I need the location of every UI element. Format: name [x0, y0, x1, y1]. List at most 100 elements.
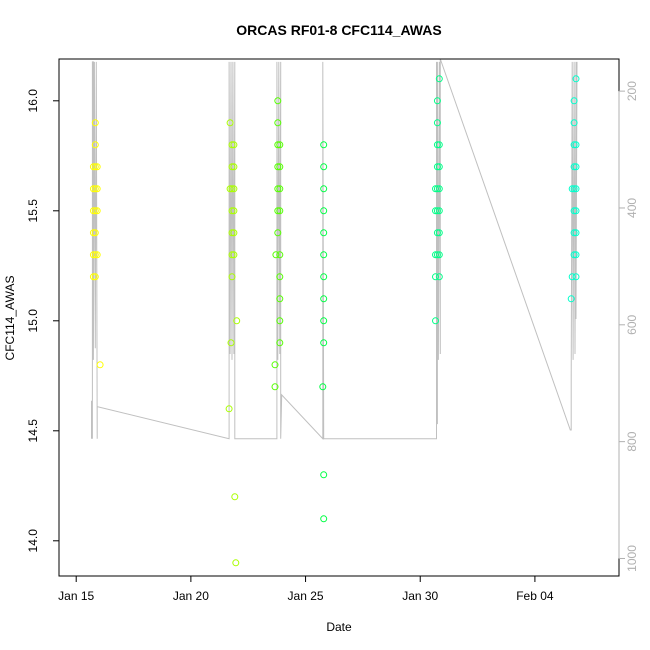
data-point — [320, 273, 328, 281]
data-point — [568, 185, 576, 193]
x-tick-label: Jan 30 — [402, 589, 438, 603]
data-point — [435, 207, 443, 215]
data-point — [276, 207, 284, 215]
flight-altitude-trace — [91, 58, 578, 440]
data-point — [230, 229, 238, 237]
data-point — [432, 207, 439, 215]
y-tick-label: 16.0 — [26, 89, 40, 113]
data-point — [572, 75, 580, 83]
y-tick-label: 15.5 — [26, 199, 40, 223]
data-point — [435, 251, 443, 259]
data-point — [276, 273, 284, 281]
data-point — [230, 251, 238, 259]
data-point — [320, 295, 328, 303]
data-point — [228, 229, 236, 237]
data-point — [274, 207, 282, 215]
data-point — [570, 163, 578, 171]
data-point — [572, 251, 580, 259]
data-point — [233, 317, 241, 325]
data-point — [274, 141, 282, 149]
data-point — [570, 229, 578, 237]
data-point — [433, 97, 441, 105]
data-point — [432, 251, 439, 259]
data-points — [89, 75, 580, 567]
data-point — [89, 163, 97, 171]
x-tick-label: Jan 15 — [58, 589, 94, 603]
data-point — [276, 141, 284, 149]
data-point — [320, 163, 328, 171]
data-point — [228, 207, 236, 215]
data-point — [228, 163, 236, 171]
data-point — [91, 207, 99, 215]
data-point — [320, 515, 328, 523]
data-point — [272, 251, 280, 259]
data-point — [274, 229, 282, 237]
data-point — [271, 361, 279, 369]
data-point — [274, 119, 282, 127]
data-point — [231, 493, 239, 501]
data-point — [570, 207, 578, 215]
data-point — [230, 163, 238, 171]
data-point — [89, 229, 97, 237]
data-point — [91, 141, 99, 149]
data-point — [89, 207, 97, 215]
y2-tick-label: 600 — [625, 314, 639, 334]
data-point — [93, 163, 101, 171]
data-point — [226, 185, 234, 193]
data-point — [228, 273, 236, 281]
data-point — [271, 383, 279, 391]
y2-axis: 200 400 600 800 1000 — [618, 81, 639, 572]
x-axis-label: Date — [326, 620, 352, 634]
data-point — [274, 97, 282, 105]
data-point — [227, 339, 235, 347]
y-axis-label: CFC114_AWAS — [3, 276, 17, 361]
data-point — [433, 185, 441, 193]
data-point — [276, 339, 284, 347]
data-point — [93, 185, 101, 193]
data-point — [276, 163, 284, 171]
data-point — [568, 273, 576, 281]
data-point — [228, 141, 236, 149]
data-point — [435, 273, 443, 281]
data-point — [274, 163, 282, 171]
x-tick-label: Jan 25 — [288, 589, 324, 603]
data-point — [570, 141, 578, 149]
data-point — [276, 251, 284, 259]
y2-tick-label: 200 — [625, 81, 639, 101]
data-point — [230, 141, 238, 149]
x-axis: Jan 15 Jan 20 Jan 25 Jan 30 Feb 04 — [58, 575, 554, 603]
y2-tick-label: 400 — [625, 198, 639, 218]
data-point — [228, 185, 236, 193]
data-point — [433, 251, 441, 259]
data-point — [572, 141, 580, 149]
data-point — [320, 141, 328, 149]
y-tick-label: 15.0 — [26, 309, 40, 333]
data-point — [433, 207, 441, 215]
y-tick-label: 14.5 — [26, 419, 40, 443]
altitude-trace-line — [91, 58, 578, 440]
data-point — [274, 185, 282, 193]
data-point — [320, 471, 328, 479]
x-tick-label: Feb 04 — [516, 589, 554, 603]
data-point — [572, 207, 580, 215]
data-point — [228, 251, 236, 259]
data-point — [276, 185, 284, 193]
data-point — [432, 185, 439, 193]
data-point — [91, 273, 99, 281]
data-point — [276, 317, 284, 325]
data-point — [89, 273, 97, 281]
data-point — [570, 119, 578, 127]
data-point — [320, 185, 328, 193]
data-point — [91, 163, 99, 171]
data-point — [433, 163, 441, 171]
data-point — [226, 119, 234, 127]
data-point — [435, 163, 443, 171]
data-point — [91, 251, 99, 259]
data-point — [276, 295, 284, 303]
data-point — [435, 75, 443, 83]
data-point — [570, 185, 578, 193]
data-point — [320, 339, 328, 347]
y2-tick-label: 1000 — [625, 545, 639, 572]
data-point — [230, 185, 238, 193]
